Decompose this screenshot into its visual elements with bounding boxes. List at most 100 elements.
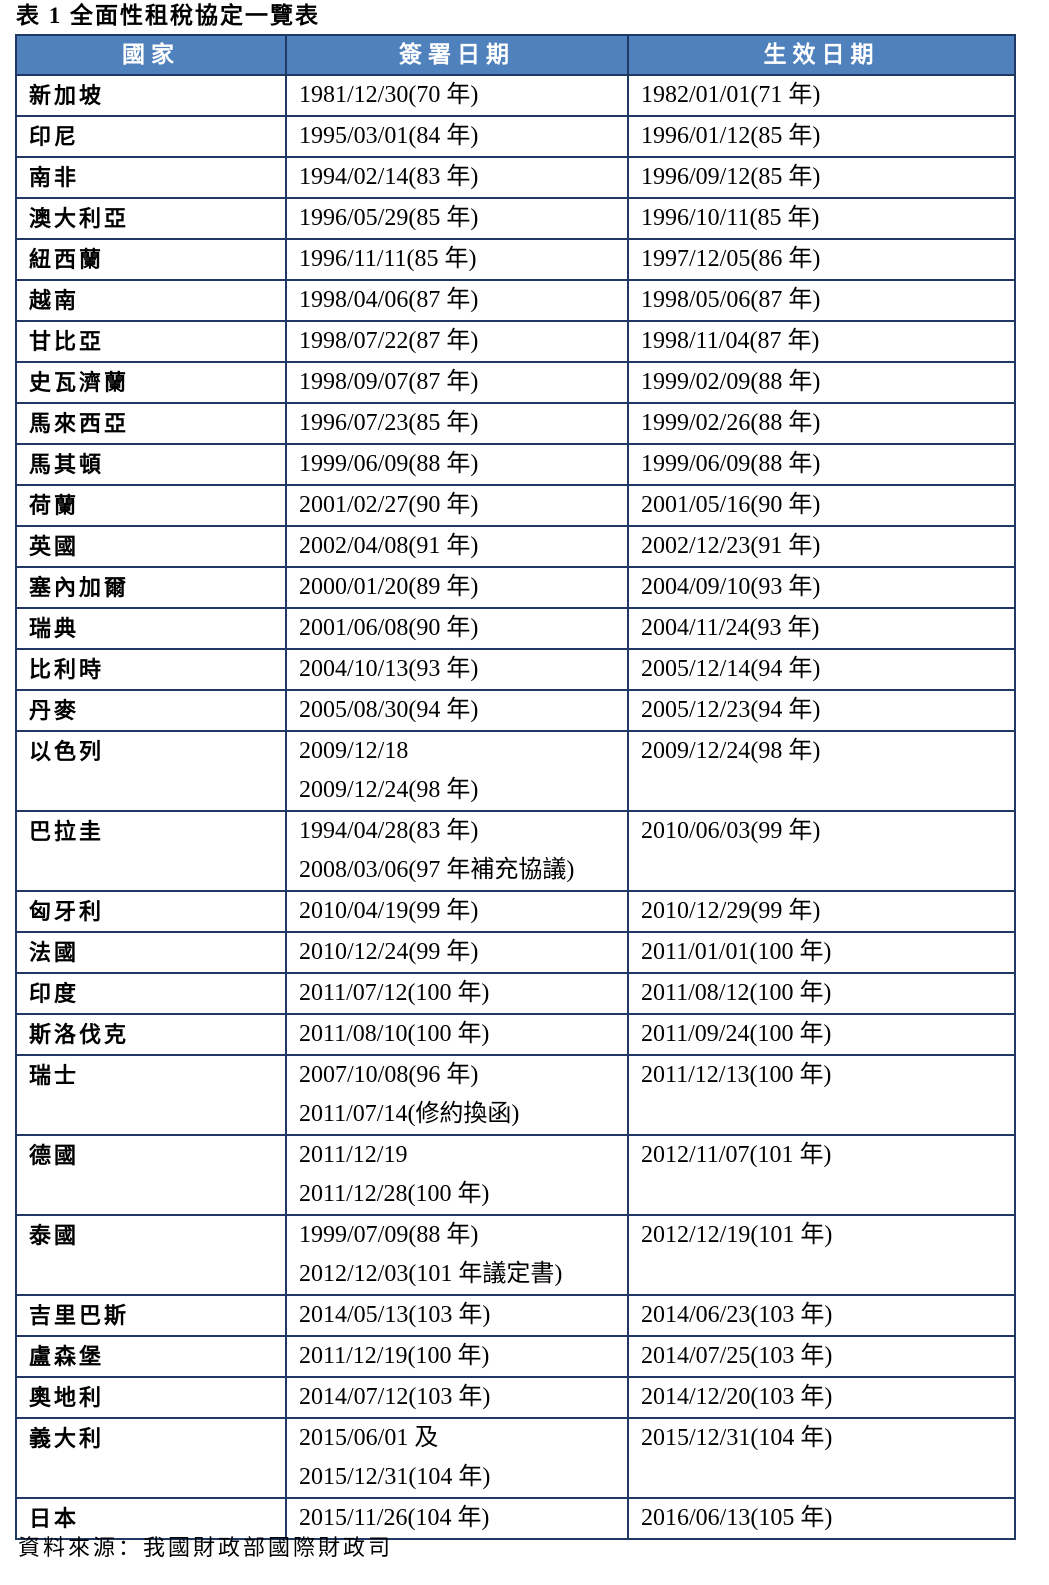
table-row: 印尼 1995/03/01(84 年) 1996/01/12(85 年) xyxy=(15,115,1016,158)
country-cell-line: 印尼 xyxy=(29,124,80,149)
effective-date-cell-line: 2004/11/24(93 年) xyxy=(641,615,820,641)
signed-date-cell: 2011/07/12(100 年) xyxy=(285,972,629,1015)
effective-date-cell: 2011/08/12(100 年) xyxy=(627,972,1016,1015)
effective-date-cell: 2016/06/13(105 年) xyxy=(627,1497,1016,1540)
effective-date-cell: 2002/12/23(91 年) xyxy=(627,525,1016,568)
effective-date-cell-line: 2005/12/23(94 年) xyxy=(641,697,821,723)
country-cell: 匈牙利 xyxy=(15,890,287,933)
effective-date-cell-line: 2011/01/01(100 年) xyxy=(641,939,832,965)
signed-date-cell-line: 1994/04/28(83 年) xyxy=(299,818,479,844)
table-row: 馬其頓 1999/06/09(88 年) 1999/06/09(88 年) xyxy=(15,443,1016,486)
signed-date-cell-line: 2002/04/08(91 年) xyxy=(299,533,479,559)
table-row: 瑞典 2001/06/08(90 年) 2004/11/24(93 年) xyxy=(15,607,1016,650)
signed-date-cell-line: 2011/12/28(100 年) xyxy=(299,1181,490,1207)
signed-date-cell-line: 1999/07/09(88 年) xyxy=(299,1222,479,1248)
signed-date-cell: 2011/12/19 2011/12/28(100 年) xyxy=(285,1134,629,1216)
country-cell-line: 匈牙利 xyxy=(29,899,105,924)
country-cell: 紐西蘭 xyxy=(15,238,287,281)
country-cell-line: 甘比亞 xyxy=(29,329,105,354)
effective-date-cell-line: 2010/12/29(99 年) xyxy=(641,898,821,924)
table-row: 甘比亞 1998/07/22(87 年) 1998/11/04(87 年) xyxy=(15,320,1016,363)
effective-date-cell-line: 2010/06/03(99 年) xyxy=(641,818,821,844)
signed-date-cell-line: 2011/07/14(修約換函) xyxy=(299,1101,520,1127)
signed-date-cell: 2004/10/13(93 年) xyxy=(285,648,629,691)
country-cell-line: 馬來西亞 xyxy=(29,411,130,436)
effective-date-cell: 2014/12/20(103 年) xyxy=(627,1376,1016,1419)
table-row: 丹麥 2005/08/30(94 年) 2005/12/23(94 年) xyxy=(15,689,1016,732)
signed-date-cell: 1999/07/09(88 年) 2012/12/03(101 年議定書) xyxy=(285,1214,629,1296)
signed-date-cell-line: 2007/10/08(96 年) xyxy=(299,1062,479,1088)
table-row: 英國 2002/04/08(91 年) 2002/12/23(91 年) xyxy=(15,525,1016,568)
signed-date-cell: 2011/08/10(100 年) xyxy=(285,1013,629,1056)
signed-date-cell: 2000/01/20(89 年) xyxy=(285,566,629,609)
effective-date-cell: 2001/05/16(90 年) xyxy=(627,484,1016,527)
signed-date-cell-line: 1994/02/14(83 年) xyxy=(299,164,479,190)
country-cell-line: 斯洛伐克 xyxy=(29,1022,130,1047)
signed-date-cell-line: 2011/12/19 xyxy=(299,1142,408,1168)
country-cell-line: 印度 xyxy=(29,981,80,1006)
country-cell: 吉里巴斯 xyxy=(15,1294,287,1337)
header-country: 國家 xyxy=(15,34,287,76)
signed-date-cell-line: 2012/12/03(101 年議定書) xyxy=(299,1261,563,1287)
effective-date-cell: 1982/01/01(71 年) xyxy=(627,74,1016,117)
country-cell-line: 義大利 xyxy=(29,1426,105,1451)
effective-date-cell-line: 2011/09/24(100 年) xyxy=(641,1021,832,1047)
country-cell-line: 越南 xyxy=(29,288,80,313)
effective-date-cell-line: 1996/01/12(85 年) xyxy=(641,123,821,149)
signed-date-cell: 2009/12/18 2009/12/24(98 年) xyxy=(285,730,629,812)
country-cell-line: 馬其頓 xyxy=(29,452,105,477)
signed-date-cell-line: 2009/12/18 xyxy=(299,738,409,764)
table-row: 奧地利 2014/07/12(103 年) 2014/12/20(103 年) xyxy=(15,1376,1016,1419)
effective-date-cell-line: 2004/09/10(93 年) xyxy=(641,574,821,600)
table-row: 斯洛伐克 2011/08/10(100 年) 2011/09/24(100 年) xyxy=(15,1013,1016,1056)
effective-date-cell: 2010/06/03(99 年) xyxy=(627,810,1016,892)
country-cell: 丹麥 xyxy=(15,689,287,732)
effective-date-cell-line: 2011/08/12(100 年) xyxy=(641,980,832,1006)
signed-date-cell: 2001/06/08(90 年) xyxy=(285,607,629,650)
country-cell-line: 盧森堡 xyxy=(29,1344,105,1369)
header-signed-date: 簽署日期 xyxy=(285,34,629,76)
signed-date-cell-line: 2014/07/12(103 年) xyxy=(299,1384,491,1410)
country-cell: 奧地利 xyxy=(15,1376,287,1419)
country-cell: 新加坡 xyxy=(15,74,287,117)
effective-date-cell-line: 1999/02/26(88 年) xyxy=(641,410,821,436)
country-cell: 南非 xyxy=(15,156,287,199)
signed-date-cell: 1994/02/14(83 年) xyxy=(285,156,629,199)
country-cell-line: 比利時 xyxy=(29,657,105,682)
effective-date-cell: 1996/01/12(85 年) xyxy=(627,115,1016,158)
effective-date-cell-line: 2015/12/31(104 年) xyxy=(641,1425,833,1451)
table-row: 日本 2015/11/26(104 年) 2016/06/13(105 年) xyxy=(15,1497,1016,1540)
effective-date-cell-line: 2002/12/23(91 年) xyxy=(641,533,821,559)
country-cell-line: 吉里巴斯 xyxy=(29,1303,130,1328)
effective-date-cell-line: 2011/12/13(100 年) xyxy=(641,1062,832,1088)
country-cell: 馬其頓 xyxy=(15,443,287,486)
country-cell: 斯洛伐克 xyxy=(15,1013,287,1056)
table-row: 印度 2011/07/12(100 年) 2011/08/12(100 年) xyxy=(15,972,1016,1015)
country-cell: 比利時 xyxy=(15,648,287,691)
effective-date-cell-line: 1997/12/05(86 年) xyxy=(641,246,821,272)
signed-date-cell: 2002/04/08(91 年) xyxy=(285,525,629,568)
effective-date-cell: 1998/11/04(87 年) xyxy=(627,320,1016,363)
signed-date-cell-line: 2015/06/01 及 xyxy=(299,1425,439,1451)
table-row: 瑞士 2007/10/08(96 年) 2011/07/14(修約換函) 2011/1… xyxy=(15,1054,1016,1136)
country-cell: 塞內加爾 xyxy=(15,566,287,609)
effective-date-cell-line: 2012/11/07(101 年) xyxy=(641,1142,832,1168)
signed-date-cell-line: 2010/04/19(99 年) xyxy=(299,898,479,924)
table-row: 以色列 2009/12/18 2009/12/24(98 年) 2009/12/24(… xyxy=(15,730,1016,812)
signed-date-cell: 2015/06/01 及 2015/12/31(104 年) xyxy=(285,1417,629,1499)
effective-date-cell: 1999/06/09(88 年) xyxy=(627,443,1016,486)
country-cell-line: 泰國 xyxy=(29,1223,80,1248)
signed-date-cell-line: 1996/05/29(85 年) xyxy=(299,205,479,231)
effective-date-cell: 1996/10/11(85 年) xyxy=(627,197,1016,240)
effective-date-cell-line: 1996/09/12(85 年) xyxy=(641,164,821,190)
country-cell-line: 紐西蘭 xyxy=(29,247,105,272)
tax-agreement-table: 國家 簽署日期 生效日期 新加坡 1981/12/30(70 年) 1982/01/… xyxy=(15,34,1016,1540)
signed-date-cell: 2014/05/13(103 年) xyxy=(285,1294,629,1337)
effective-date-cell-line: 2016/06/13(105 年) xyxy=(641,1505,833,1531)
country-cell: 越南 xyxy=(15,279,287,322)
header-effective-date: 生效日期 xyxy=(627,34,1016,76)
table-row: 紐西蘭 1996/11/11(85 年) 1997/12/05(86 年) xyxy=(15,238,1016,281)
effective-date-cell-line: 1996/10/11(85 年) xyxy=(641,205,820,231)
signed-date-cell: 1995/03/01(84 年) xyxy=(285,115,629,158)
table-row: 越南 1998/04/06(87 年) 1998/05/06(87 年) xyxy=(15,279,1016,322)
